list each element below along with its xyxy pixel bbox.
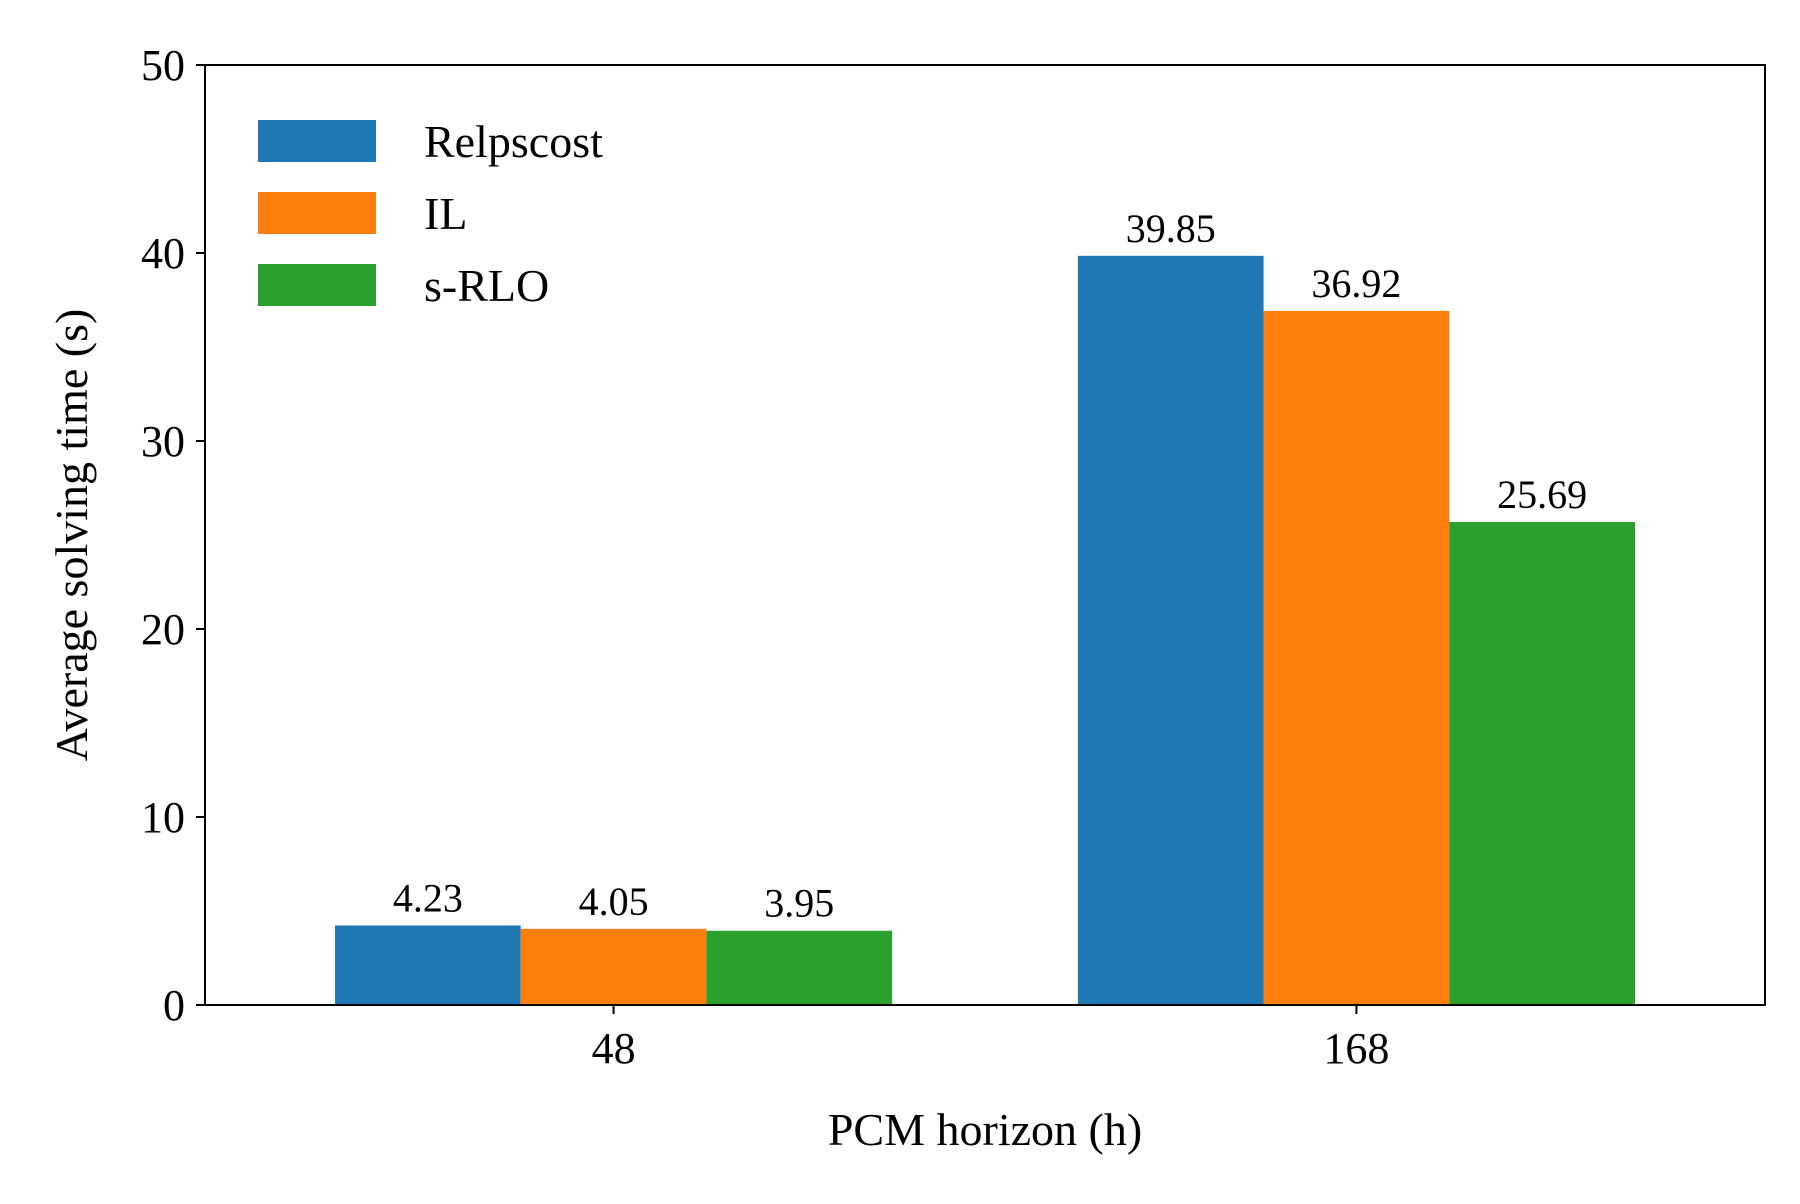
x-tick-label: 48 (592, 1024, 636, 1073)
plot-frame (204, 64, 1766, 1006)
bar-relpscost-48 (335, 925, 521, 1005)
bar-s-rlo-168 (1449, 522, 1635, 1005)
legend-label-il: IL (424, 188, 467, 239)
data-labels-layer: 4.23 39.85 4.05 36.92 3.95 25.69 (393, 206, 1587, 926)
legend-swatch-s-rlo (258, 264, 376, 306)
data-label: 4.23 (393, 875, 463, 920)
x-tick-label: 168 (1323, 1024, 1389, 1073)
bar-il-168 (1263, 310, 1450, 1005)
bar-il-48 (520, 928, 707, 1005)
y-tick-label: 10 (141, 793, 185, 842)
legend-label-s-rlo: s-RLO (424, 260, 549, 311)
y-tick-label: 0 (163, 981, 185, 1030)
y-tick-label: 50 (141, 41, 185, 90)
y-tick-label: 20 (141, 605, 185, 654)
y-tick-label: 40 (141, 229, 185, 278)
legend-label-relpscost: Relpscost (424, 116, 603, 167)
legend-swatch-il (258, 192, 376, 234)
data-label: 25.69 (1497, 472, 1587, 517)
y-tick-label: 30 (141, 417, 185, 466)
legend: Relpscost IL s-RLO (258, 116, 603, 311)
data-label: 4.05 (579, 879, 649, 924)
y-axis-title: Average solving time (s) (46, 309, 97, 762)
bar-relpscost-168 (1077, 255, 1264, 1005)
data-label: 36.92 (1311, 261, 1401, 306)
legend-swatch-relpscost (258, 120, 376, 162)
bars-layer (335, 255, 1635, 1005)
bar-s-rlo-48 (706, 930, 893, 1005)
axes-layer: 0 10 20 30 40 50 48 168 (141, 41, 1766, 1073)
data-label: 3.95 (764, 881, 834, 926)
data-label: 39.85 (1126, 206, 1216, 251)
x-axis-title: PCM horizon (h) (828, 1104, 1142, 1155)
